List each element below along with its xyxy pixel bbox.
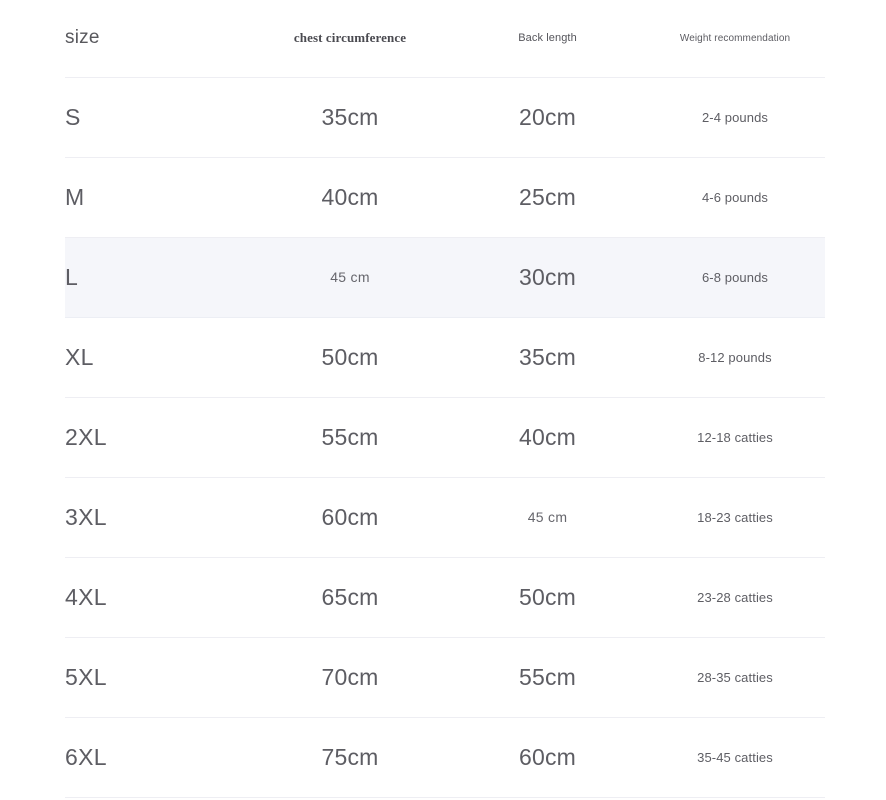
table-row: XL 50cm 35cm 8-12 pounds	[65, 317, 825, 398]
cell-back: 55cm	[450, 637, 645, 718]
column-header-weight: Weight recommendation	[645, 0, 825, 78]
table-row: 5XL 70cm 55cm 28-35 catties	[65, 637, 825, 718]
cell-back: 40cm	[450, 397, 645, 478]
cell-size: XL	[65, 317, 250, 398]
cell-weight: 12-18 catties	[645, 397, 825, 478]
cell-size: 6XL	[65, 717, 250, 798]
cell-size: M	[65, 157, 250, 238]
size-table: size chest circumference Back length Wei…	[65, 0, 825, 798]
cell-weight: 6-8 pounds	[645, 236, 825, 318]
cell-back: 20cm	[450, 77, 645, 158]
cell-chest: 55cm	[250, 397, 450, 478]
cell-back: 60cm	[450, 717, 645, 798]
table-row: 2XL 55cm 40cm 12-18 catties	[65, 397, 825, 478]
cell-weight: 23-28 catties	[645, 557, 825, 638]
table-row: L 45 cm 30cm 6-8 pounds	[65, 236, 825, 318]
table-header-row: size chest circumference Back length Wei…	[65, 0, 825, 78]
cell-chest: 70cm	[250, 637, 450, 718]
cell-weight: 4-6 pounds	[645, 157, 825, 238]
cell-back: 30cm	[450, 236, 645, 318]
cell-size: 4XL	[65, 557, 250, 638]
cell-size: L	[65, 236, 250, 318]
cell-back: 50cm	[450, 557, 645, 638]
cell-weight: 8-12 pounds	[645, 317, 825, 398]
cell-back: 45 cm	[450, 477, 645, 558]
cell-size: 2XL	[65, 397, 250, 478]
size-table-body: size chest circumference Back length Wei…	[65, 0, 825, 798]
table-row: 6XL 75cm 60cm 35-45 catties	[65, 717, 825, 798]
cell-weight: 28-35 catties	[645, 637, 825, 718]
cell-size: S	[65, 77, 250, 158]
cell-back: 25cm	[450, 157, 645, 238]
cell-chest: 50cm	[250, 317, 450, 398]
cell-chest: 40cm	[250, 157, 450, 238]
cell-chest: 45 cm	[250, 236, 450, 318]
column-header-back: Back length	[450, 0, 645, 78]
cell-back: 35cm	[450, 317, 645, 398]
cell-weight: 18-23 catties	[645, 477, 825, 558]
column-header-size: size	[65, 0, 250, 78]
cell-chest: 35cm	[250, 77, 450, 158]
table-row: S 35cm 20cm 2-4 pounds	[65, 77, 825, 158]
cell-weight: 2-4 pounds	[645, 77, 825, 158]
table-row: 4XL 65cm 50cm 23-28 catties	[65, 557, 825, 638]
cell-size: 5XL	[65, 637, 250, 718]
cell-chest: 60cm	[250, 477, 450, 558]
cell-chest: 75cm	[250, 717, 450, 798]
cell-chest: 65cm	[250, 557, 450, 638]
cell-weight: 35-45 catties	[645, 717, 825, 798]
column-header-chest: chest circumference	[250, 0, 450, 78]
table-row: 3XL 60cm 45 cm 18-23 catties	[65, 477, 825, 558]
cell-size: 3XL	[65, 477, 250, 558]
size-table-container: size chest circumference Back length Wei…	[65, 0, 825, 798]
table-row: M 40cm 25cm 4-6 pounds	[65, 157, 825, 238]
